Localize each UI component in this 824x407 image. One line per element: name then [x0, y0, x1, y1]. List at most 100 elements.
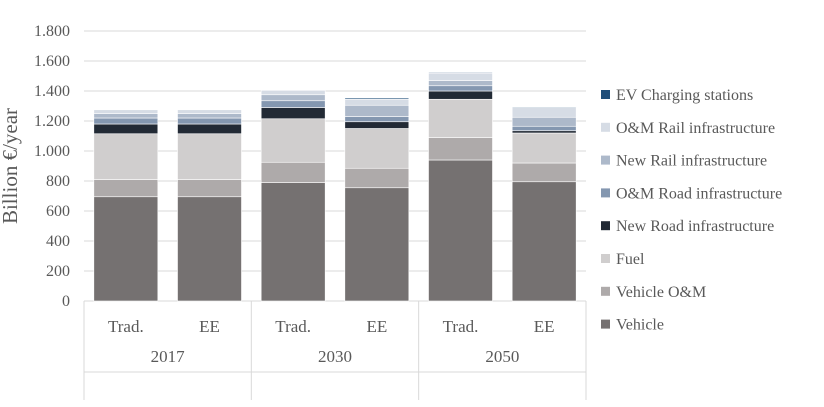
y-axis-tick-labels: 0 200 400 600 800 1.000 1.200 1.400 1.600 1.800: [34, 23, 70, 310]
bar-segment-vehicle: [512, 182, 576, 301]
bar-segment-new-rail-infrastructure: [178, 114, 242, 119]
bar-stack: [512, 107, 576, 301]
x-axis-category-area: Trad. EE Trad. EE Trad. EE 2017 2030 2050: [84, 301, 586, 400]
bar-segment-vehicle-o-m: [94, 180, 158, 197]
bar-segment-fuel: [345, 129, 409, 169]
bar-segment-vehicle-o-m: [261, 162, 325, 182]
bar-segment-new-rail-infrastructure: [94, 114, 158, 119]
bar-segment-fuel: [94, 134, 158, 180]
x-category-label: EE: [534, 317, 555, 336]
bar-segment-vehicle-o-m: [178, 180, 242, 197]
bar-stack: [261, 90, 325, 301]
bar-stack: [429, 72, 493, 301]
y-tick-label: 0: [62, 293, 70, 310]
y-axis-title: Billion €/year: [0, 108, 22, 224]
bar-segment-fuel: [512, 133, 576, 163]
bar-stack: [94, 110, 158, 301]
legend-label: EV Charging stations: [616, 87, 753, 104]
legend-item: Vehicle O&M: [601, 284, 706, 301]
bar-segment-fuel: [429, 99, 493, 137]
bar-segment-vehicle-o-m: [345, 168, 409, 188]
bar-stack: [345, 98, 409, 301]
legend-swatch: [601, 188, 610, 197]
legend-label: Fuel: [616, 251, 645, 268]
bar-segment-o-m-road-infrastructure: [94, 118, 158, 124]
bar-segment-new-road-infrastructure: [429, 91, 493, 99]
y-tick-label: 200: [46, 263, 70, 280]
bar-segment-o-m-road-infrastructure: [261, 101, 325, 108]
bar-segment-vehicle-o-m: [429, 138, 493, 161]
bar-segment-o-m-rail-infrastructure: [94, 110, 158, 114]
bar-segment-new-rail-infrastructure: [345, 105, 409, 116]
bar-segment-ev-charging-stations: [345, 98, 409, 99]
legend-item: New Road infrastructure: [601, 218, 774, 235]
bar-segment-o-m-rail-infrastructure: [512, 108, 576, 118]
bar-stack: [178, 110, 242, 301]
y-tick-label: 1.800: [34, 23, 70, 40]
legend-label: Vehicle: [616, 317, 664, 334]
legend-swatch: [601, 221, 610, 230]
legend: EV Charging stations O&M Rail infrastruct…: [601, 87, 782, 334]
bar-segment-new-road-infrastructure: [261, 108, 325, 119]
bar-segment-new-road-infrastructure: [345, 122, 409, 129]
legend-swatch: [601, 156, 610, 165]
legend-swatch: [601, 287, 610, 296]
x-category-label: EE: [199, 317, 220, 336]
legend-item: Vehicle: [601, 317, 664, 334]
bar-segment-fuel: [261, 119, 325, 163]
x-group-label: 2050: [485, 347, 519, 366]
bar-segment-vehicle: [178, 197, 242, 301]
legend-item: O&M Rail infrastructure: [601, 120, 775, 137]
x-category-label: Trad.: [443, 317, 479, 336]
bar-segment-vehicle: [94, 197, 158, 301]
legend-swatch: [601, 90, 610, 99]
y-tick-label: 1.600: [34, 53, 70, 70]
bar-segment-vehicle: [345, 188, 409, 301]
bar-segment-new-rail-infrastructure: [261, 95, 325, 101]
bar-stacks: [94, 72, 576, 301]
legend-label: O&M Road infrastructure: [616, 185, 782, 202]
bar-segment-o-m-rail-infrastructure: [178, 110, 242, 114]
bar-segment-ev-charging-stations: [429, 72, 493, 73]
bar-segment-new-rail-infrastructure: [429, 81, 493, 86]
bar-segment-o-m-rail-infrastructure: [345, 99, 409, 105]
bar-segment-vehicle-o-m: [512, 163, 576, 182]
bar-segment-o-m-rail-infrastructure: [261, 90, 325, 95]
y-tick-label: 600: [46, 203, 70, 220]
y-tick-label: 1.200: [34, 113, 70, 130]
legend-label: O&M Rail infrastructure: [616, 120, 775, 137]
legend-swatch: [601, 254, 610, 263]
legend-label: Vehicle O&M: [616, 284, 706, 301]
bar-segment-new-rail-infrastructure: [512, 117, 576, 126]
legend-label: New Rail infrastructure: [616, 153, 767, 170]
x-group-label: 2017: [151, 347, 186, 366]
bar-segment-o-m-road-infrastructure: [178, 118, 242, 124]
bar-segment-vehicle: [429, 160, 493, 301]
bar-segment-o-m-rail-infrastructure: [429, 73, 493, 81]
y-tick-label: 800: [46, 173, 70, 190]
legend-item: New Rail infrastructure: [601, 153, 767, 170]
bar-segment-vehicle: [261, 183, 325, 302]
legend-swatch: [601, 320, 610, 329]
x-category-label: EE: [366, 317, 387, 336]
bar-segment-o-m-road-infrastructure: [345, 117, 409, 122]
bar-segment-o-m-road-infrastructure: [429, 86, 493, 91]
bar-segment-new-road-infrastructure: [94, 124, 158, 134]
y-tick-label: 1.400: [34, 83, 70, 100]
x-category-label: Trad.: [108, 317, 144, 336]
bar-segment-fuel: [178, 134, 242, 180]
bar-segment-new-road-infrastructure: [178, 124, 242, 134]
x-category-label: Trad.: [275, 317, 311, 336]
gridlines: [84, 31, 586, 301]
x-group-label: 2030: [318, 347, 352, 366]
legend-item: EV Charging stations: [601, 87, 753, 104]
y-tick-label: 1.000: [34, 143, 70, 160]
legend-item: O&M Road infrastructure: [601, 185, 782, 202]
y-tick-label: 400: [46, 233, 70, 250]
bar-segment-ev-charging-stations: [512, 107, 576, 108]
legend-item: Fuel: [601, 251, 645, 268]
bar-segment-new-road-infrastructure: [512, 131, 576, 133]
bar-segment-o-m-road-infrastructure: [512, 126, 576, 131]
